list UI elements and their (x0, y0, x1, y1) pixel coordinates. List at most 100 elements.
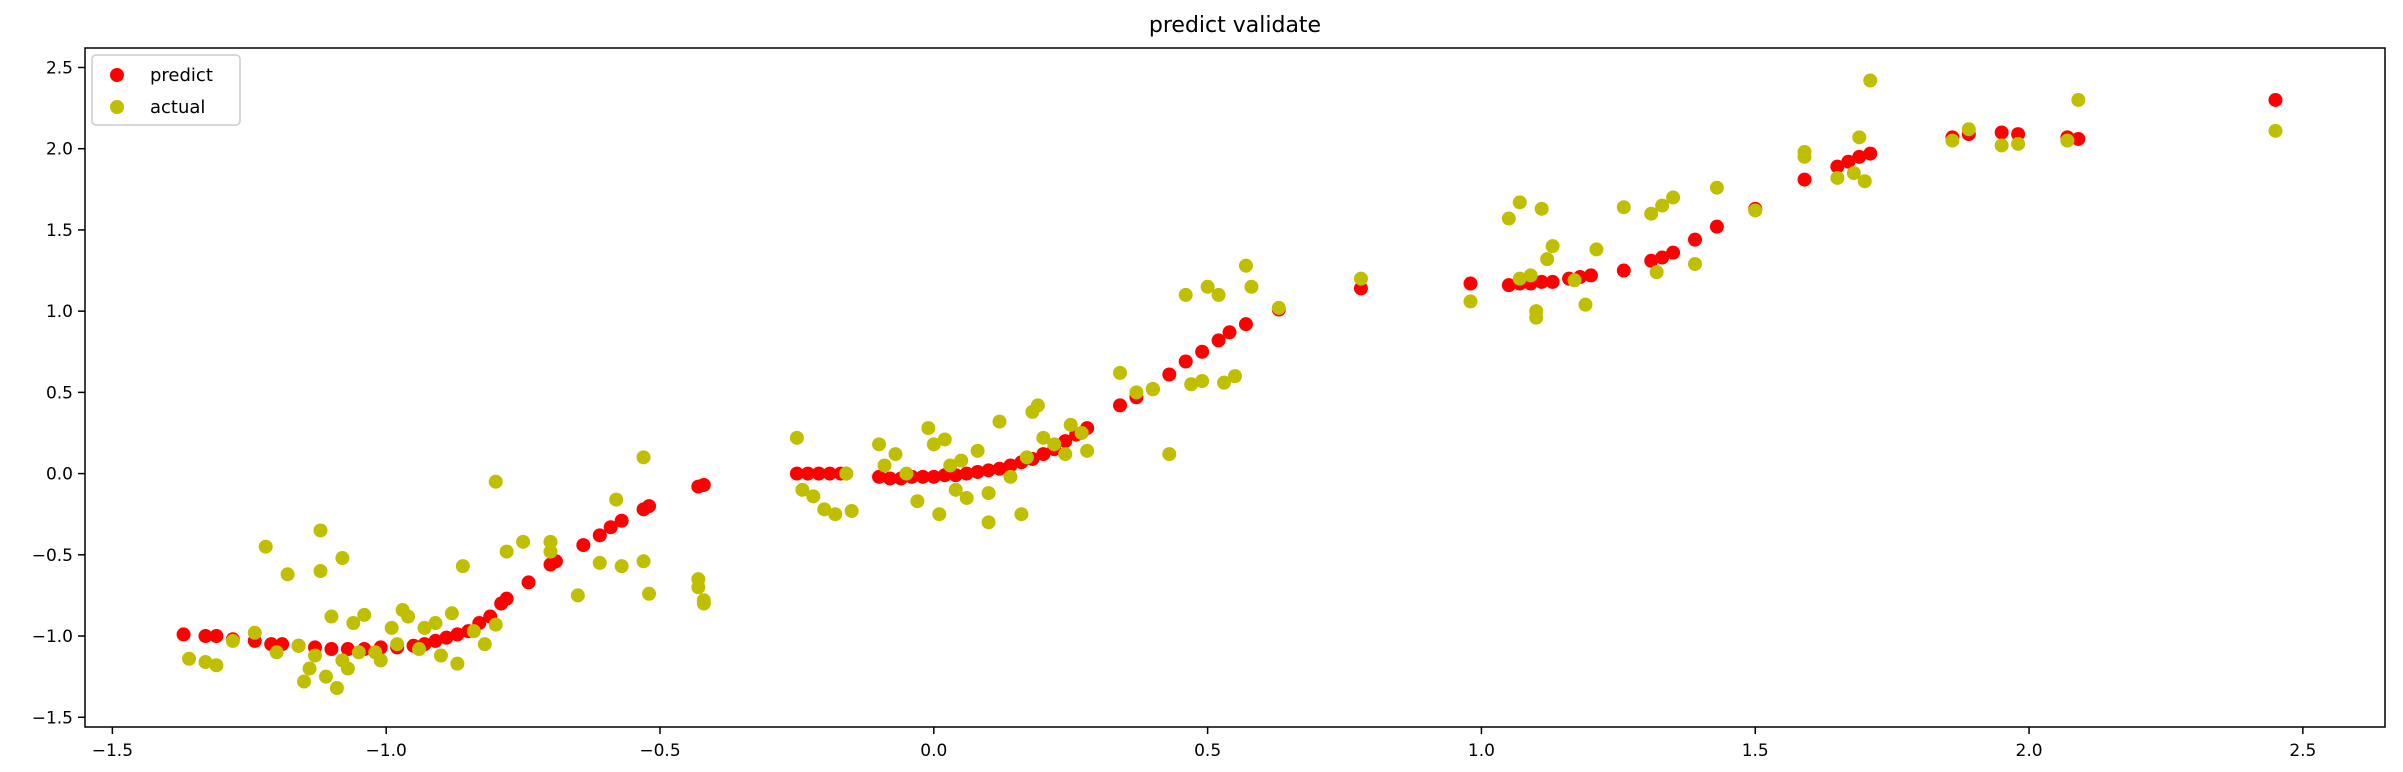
data-point-actual (291, 638, 306, 653)
data-point-actual (516, 534, 531, 549)
data-point-actual (592, 555, 607, 570)
data-point-actual (302, 661, 317, 676)
data-point-actual (981, 515, 996, 530)
data-point-actual (2071, 92, 2086, 107)
data-point-actual (1709, 180, 1724, 195)
data-point-actual (1501, 211, 1516, 226)
data-point-predict (324, 642, 339, 657)
data-point-actual (696, 596, 711, 611)
data-point-actual (570, 588, 585, 603)
data-point-actual (182, 651, 197, 666)
data-point-predict (1797, 172, 1812, 187)
data-point-actual (488, 474, 503, 489)
x-tick-label: 2.0 (2016, 741, 2043, 761)
x-tick-label: 1.0 (1468, 741, 1495, 761)
data-point-predict (439, 630, 454, 645)
data-point-actual (910, 494, 925, 509)
data-point-predict (2011, 127, 2026, 142)
data-point-predict (872, 469, 887, 484)
y-tick-label: 1.0 (46, 302, 73, 322)
plot-area (84, 47, 2386, 728)
data-point-actual (313, 564, 328, 579)
data-point-actual (401, 609, 416, 624)
data-point-predict (340, 642, 355, 657)
data-point-predict (1113, 398, 1127, 413)
data-point-actual (308, 648, 322, 663)
data-point-actual (1797, 149, 1812, 164)
data-point-predict (1655, 250, 1670, 265)
data-point-predict (915, 469, 930, 484)
legend-label-actual: actual (150, 97, 205, 118)
data-point-actual (1063, 417, 1078, 432)
data-point-actual (1463, 294, 1478, 309)
data-point-actual (1058, 447, 1073, 462)
data-point-actual (1047, 437, 1062, 452)
data-point-actual (488, 617, 503, 632)
data-point-actual (954, 453, 969, 468)
data-point-actual (1644, 206, 1659, 221)
data-point-actual (932, 507, 947, 522)
data-point-actual (1616, 200, 1631, 215)
data-point-actual (340, 661, 355, 676)
data-point-actual (357, 607, 372, 622)
data-point-actual (1512, 271, 1527, 286)
data-point-actual (1145, 382, 1160, 397)
y-tick-label: 1.5 (46, 221, 73, 241)
data-point-actual (1113, 365, 1127, 380)
data-point-predict (1058, 434, 1073, 449)
data-point-predict (1036, 447, 1051, 462)
data-point-actual (324, 609, 339, 624)
data-point-actual (258, 539, 273, 554)
legend-label-predict: predict (150, 65, 213, 86)
data-point-actual (1545, 239, 1560, 254)
data-point-actual (789, 430, 804, 445)
data-point-predict (1583, 268, 1598, 283)
data-point-actual (1945, 133, 1960, 148)
data-point-actual (614, 559, 629, 574)
data-point-actual (428, 616, 443, 631)
data-point-actual (1162, 447, 1177, 462)
data-point-predict (1666, 245, 1681, 260)
y-tick-label: 0.5 (46, 383, 73, 403)
data-point-predict (1211, 333, 1226, 348)
data-point-actual (1863, 73, 1878, 88)
data-point-actual (839, 466, 854, 481)
data-point-predict (789, 466, 804, 481)
legend-box (91, 54, 241, 126)
y-axis: −1.5 −1.0 −0.5 0.0 0.5 1.0 1.5 2.0 2.5 (32, 58, 85, 728)
data-point-predict (642, 499, 657, 514)
data-point-actual (636, 554, 651, 569)
data-point-predict (1222, 325, 1237, 340)
data-point-actual (1961, 122, 1976, 137)
data-point-predict (1178, 354, 1193, 369)
data-point-predict (1463, 276, 1478, 291)
data-point-actual (1655, 198, 1670, 213)
data-point-actual (1523, 268, 1538, 283)
data-point-actual (937, 432, 952, 447)
data-point-actual (433, 648, 448, 663)
data-point-actual (926, 437, 941, 452)
data-point-actual (970, 443, 985, 458)
legend: predict actual (91, 54, 241, 126)
data-point-actual (269, 645, 284, 660)
data-point-actual (888, 447, 903, 462)
data-point-actual (1129, 385, 1144, 400)
x-axis: −1.5 −1.0 −0.5 0.0 0.5 1.0 1.5 2.0 2.5 (92, 727, 2316, 761)
x-tick-label: 2.5 (2289, 741, 2316, 761)
data-point-predict (198, 629, 213, 644)
chart-title: predict validate (1149, 13, 1321, 38)
y-tick-label: 0.0 (46, 465, 73, 485)
data-point-actual (1200, 279, 1215, 294)
x-tick-label: −1.5 (92, 741, 133, 761)
data-point-actual (877, 458, 892, 473)
data-point-actual (1036, 430, 1051, 445)
data-point-actual (1019, 450, 1034, 465)
data-point-actual (247, 625, 262, 640)
data-point-actual (477, 637, 492, 652)
data-point-actual (450, 656, 465, 671)
data-point-predict (1994, 125, 2009, 140)
x-tick-label: 1.5 (1742, 741, 1769, 761)
data-point-predict (1841, 154, 1856, 169)
y-tick-label: −1.0 (32, 627, 73, 647)
